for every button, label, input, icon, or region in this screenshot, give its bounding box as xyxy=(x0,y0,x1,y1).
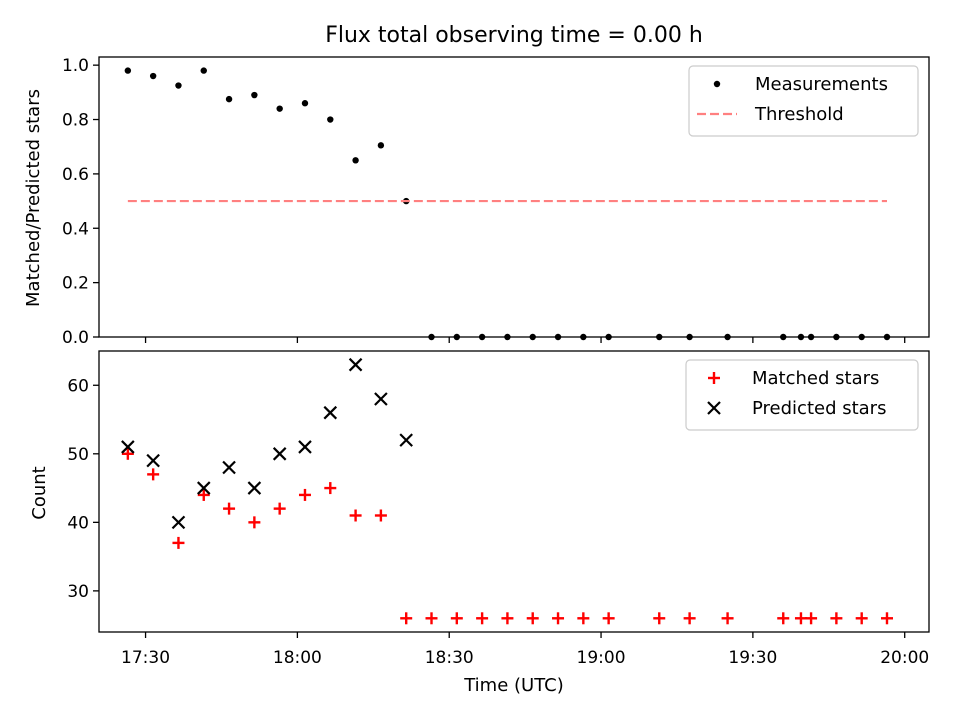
predicted-star-marker xyxy=(348,357,363,372)
predicted-star-marker xyxy=(247,481,262,495)
predicted-star-marker xyxy=(171,515,186,530)
measurement-point xyxy=(301,100,309,107)
top-panel: 0.0 0.2 0.4 0.6 0.8 1.0 Measurements Threshold xyxy=(62,56,930,348)
legend-box xyxy=(685,359,919,431)
matched-star-marker xyxy=(476,612,489,625)
x-tick-label: 17:30 xyxy=(121,648,170,668)
x-tick-label: 18:00 xyxy=(273,648,322,668)
legend-label: Measurements xyxy=(755,74,888,95)
legend-point-marker xyxy=(713,80,721,88)
matched-star-marker xyxy=(324,482,337,495)
y-tick-label: 0.0 xyxy=(62,328,89,348)
predicted-star-marker xyxy=(323,405,338,420)
matched-star-marker xyxy=(577,612,590,625)
matched-star-marker xyxy=(223,502,236,515)
measurement-point xyxy=(251,91,258,99)
bottom-panel: 30 40 50 60 17:30 18:00 18:30 19:00 19:30 20:00 Ma… xyxy=(67,350,930,668)
x-tick-label: 18:30 xyxy=(425,648,474,668)
measurement-point xyxy=(175,82,182,89)
matched-star-marker xyxy=(805,612,818,625)
matched-star-marker xyxy=(501,612,514,625)
matched-star-marker xyxy=(273,502,286,515)
matched-star-marker xyxy=(121,447,134,460)
measurement-point xyxy=(149,72,157,80)
matched-star-marker xyxy=(172,536,185,549)
y-tick-label: 50 xyxy=(67,445,89,465)
matched-star-marker xyxy=(147,468,160,481)
y-tick-label: 0.8 xyxy=(62,111,89,131)
matched-star-marker xyxy=(830,612,843,625)
plot-frame xyxy=(98,350,930,633)
legend-label: Matched stars xyxy=(752,368,879,389)
predicted-star-marker xyxy=(146,453,160,468)
y-tick-label: 30 xyxy=(67,582,89,602)
y-tick-label: 60 xyxy=(67,376,89,396)
top-panel-ylabel: Matched/Predicted stars xyxy=(23,89,44,307)
measurement-point xyxy=(377,142,385,149)
measurement-point xyxy=(225,95,233,103)
legend-x-marker xyxy=(707,401,721,415)
y-tick-label: 40 xyxy=(67,513,89,533)
measurement-point xyxy=(327,116,334,123)
matched-star-marker xyxy=(425,612,438,625)
measurement-point xyxy=(276,105,283,112)
matched-star-marker xyxy=(526,612,539,625)
predicted-star-marker xyxy=(374,392,388,406)
legend-label: Predicted stars xyxy=(752,398,886,419)
x-tick-label: 19:30 xyxy=(728,648,777,668)
x-tick-label: 19:00 xyxy=(577,648,626,668)
matched-star-marker xyxy=(880,612,893,625)
measurement-point xyxy=(352,157,359,164)
legend: Measurements Threshold xyxy=(688,65,919,137)
measurement-point xyxy=(200,67,207,74)
matched-star-marker xyxy=(721,612,734,625)
predicted-star-marker xyxy=(399,433,413,447)
measurement-point xyxy=(124,67,132,74)
predicted-star-marker xyxy=(121,440,135,454)
matched-star-marker xyxy=(298,488,311,501)
predicted-star-marker xyxy=(272,447,287,461)
matched-star-marker xyxy=(794,612,807,625)
matched-star-marker xyxy=(552,612,565,625)
y-tick-label: 0.6 xyxy=(62,165,89,185)
legend-box xyxy=(688,65,919,137)
x-axis-label: Time (UTC) xyxy=(463,675,564,696)
matched-star-marker xyxy=(400,612,413,625)
matched-star-marker xyxy=(349,509,362,522)
y-tick-label: 0.4 xyxy=(62,219,89,239)
matched-star-marker xyxy=(683,612,696,625)
y-tick-label: 0.2 xyxy=(62,274,89,294)
x-tick-label: 20:00 xyxy=(880,648,929,668)
matched-star-marker xyxy=(602,612,615,625)
matched-star-marker xyxy=(653,612,666,625)
bottom-panel-ylabel: Count xyxy=(29,466,50,519)
matched-star-marker xyxy=(855,612,868,625)
plot-frame xyxy=(98,56,930,338)
matched-star-marker xyxy=(374,509,387,522)
matched-star-marker xyxy=(777,612,790,625)
predicted-star-marker xyxy=(196,481,211,495)
chart-title: Flux total observing time = 0.00 h xyxy=(325,23,703,48)
legend-label: Threshold xyxy=(754,104,844,125)
legend-plus-marker xyxy=(708,372,720,384)
matched-star-marker xyxy=(450,612,463,625)
legend: Matched stars Predicted stars xyxy=(685,359,919,431)
predicted-star-marker xyxy=(298,440,312,454)
predicted-star-marker xyxy=(222,460,236,475)
y-tick-label: 1.0 xyxy=(62,56,89,76)
matched-star-marker xyxy=(197,488,210,501)
matched-star-marker xyxy=(248,516,261,529)
